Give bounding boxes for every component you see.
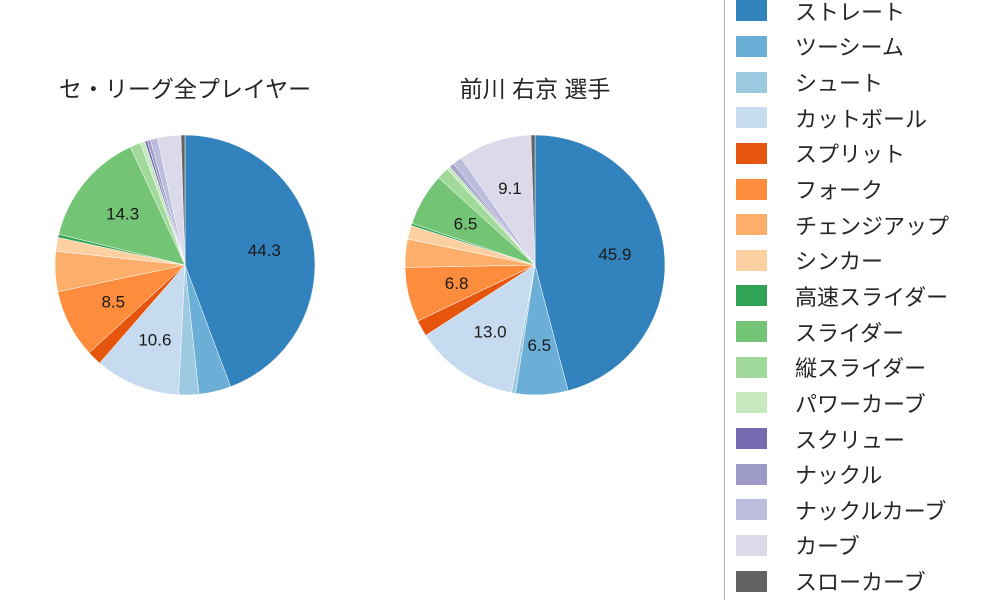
legend-label: ナックルカーブ	[795, 498, 947, 524]
pie-value-label: 9.1	[498, 179, 522, 198]
legend-swatch	[736, 499, 767, 521]
legend-label: 縦スライダー	[795, 356, 927, 382]
legend-swatch	[736, 463, 767, 485]
chart-title-player: 前川 右京 選手	[459, 76, 611, 102]
legend-label: シュート	[795, 71, 884, 97]
pie-value-label: 6.5	[454, 215, 478, 234]
pie-value-label: 6.8	[445, 274, 469, 293]
legend-item: 縦スライダー	[725, 349, 1000, 385]
legend-item: カットボール	[725, 100, 1000, 136]
legend-item: カーブ	[725, 528, 1000, 564]
legend-label: スローカーブ	[795, 570, 926, 596]
legend-label: スクリュー	[795, 427, 906, 453]
pie-value-label: 13.0	[474, 322, 507, 341]
legend-swatch	[736, 142, 767, 164]
legend-item: スプリット	[725, 136, 1000, 172]
legend-item: スクリュー	[725, 421, 1000, 457]
pie-chart-league: 44.3 10.6 8.5 14.3	[54, 134, 316, 396]
pie-slice	[425, 264, 536, 394]
legend-swatch	[736, 107, 767, 129]
legend-label: カットボール	[795, 106, 928, 132]
pie-slice	[58, 146, 186, 266]
legend-swatch	[736, 356, 767, 378]
legend-label: スライダー	[795, 320, 905, 346]
pie-slice	[534, 134, 666, 392]
pie-value-label: 44.3	[248, 241, 281, 260]
legend-swatch	[736, 321, 767, 343]
legend-swatch	[736, 285, 767, 307]
pie-value-label: 8.5	[101, 292, 125, 311]
legend-swatch	[736, 249, 767, 271]
legend-swatch	[736, 392, 767, 414]
legend-swatch	[736, 0, 767, 22]
legend-swatch	[736, 428, 767, 449]
pie-chart-player: 45.9 6.5 13.0 6.8 6.5 9.1	[404, 134, 666, 396]
legend-label: カーブ	[795, 534, 860, 560]
pie-value-label: 45.9	[598, 245, 631, 264]
legend-item: ナックルカーブ	[725, 492, 1000, 528]
legend-swatch	[736, 71, 767, 93]
legend-label: 高速スライダー	[795, 284, 949, 310]
legend-swatch	[736, 178, 767, 200]
pie-slice	[530, 134, 536, 266]
pie-slice	[180, 134, 186, 266]
legend-label: チェンジアップ	[795, 213, 950, 239]
pie-value-label: 14.3	[106, 204, 139, 223]
legend-swatch	[736, 214, 767, 236]
legend-label: ストレート	[795, 0, 906, 25]
legend-item: チェンジアップ	[725, 207, 1000, 243]
legend-label: フォーク	[795, 178, 884, 204]
legend-swatch	[736, 570, 767, 592]
legend-label: パワーカーブ	[795, 391, 926, 417]
legend-swatch	[736, 534, 767, 556]
legend-item: ナックル	[725, 456, 1000, 492]
legend-label: ツーシーム	[795, 35, 904, 61]
legend-label: スプリット	[795, 142, 906, 168]
chart-title-league: セ・リーグ全プレイヤー	[58, 76, 312, 102]
legend-item: フォーク	[725, 171, 1000, 207]
legend-item: スライダー	[725, 314, 1000, 350]
pie-value-label: 6.5	[527, 336, 551, 355]
pie-value-label: 10.6	[138, 330, 171, 349]
legend-item: シンカー	[725, 242, 1000, 278]
pitch-type-legend: ストレートツーシームシュートカットボール スプリットフォークチェンジアップ シンカー…	[725, 0, 1000, 599]
legend-label: シンカー	[795, 249, 884, 275]
legend-item: 高速スライダー	[725, 278, 1000, 314]
pie-slice	[99, 264, 186, 396]
legend-item: ストレート	[725, 0, 1000, 29]
legend-frame-border	[724, 0, 725, 600]
legend-item: パワーカーブ	[725, 385, 1000, 421]
pie-slice	[184, 134, 316, 388]
legend-item: シュート	[725, 64, 1000, 100]
legend-item: ツーシーム	[725, 29, 1000, 65]
legend-label: ナックル	[795, 463, 883, 489]
legend-swatch	[736, 35, 767, 57]
legend-item: スローカーブ	[725, 563, 1000, 599]
